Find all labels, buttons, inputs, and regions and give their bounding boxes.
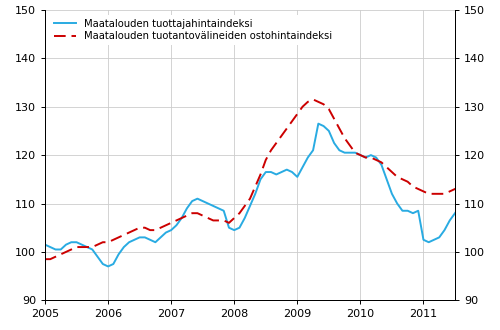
Maatalouden tuottajahintaindeksi (42, 243, 48, 247)
Line: Maatalouden tuotantovälineiden ostohintaindeksi: Maatalouden tuotantovälineiden ostohinta… (45, 90, 500, 259)
Maatalouden tuotantovälineiden ostohintaindeksi (352, 151, 358, 155)
Legend: Maatalouden tuottajahintaindeksi, Maatalouden tuotantovälineiden ostohintaindeks: Maatalouden tuottajahintaindeksi, Maatal… (50, 15, 336, 46)
Maatalouden tuotantovälineiden ostohintaindeksi (189, 211, 195, 215)
Line: Maatalouden tuottajahintaindeksi: Maatalouden tuottajahintaindeksi (45, 80, 500, 266)
Maatalouden tuottajahintaindeksi (105, 264, 111, 268)
Maatalouden tuottajahintaindeksi (358, 153, 364, 157)
Maatalouden tuottajahintaindeksi (194, 197, 200, 201)
Maatalouden tuotantovälineiden ostohintaindeksi (42, 257, 48, 261)
